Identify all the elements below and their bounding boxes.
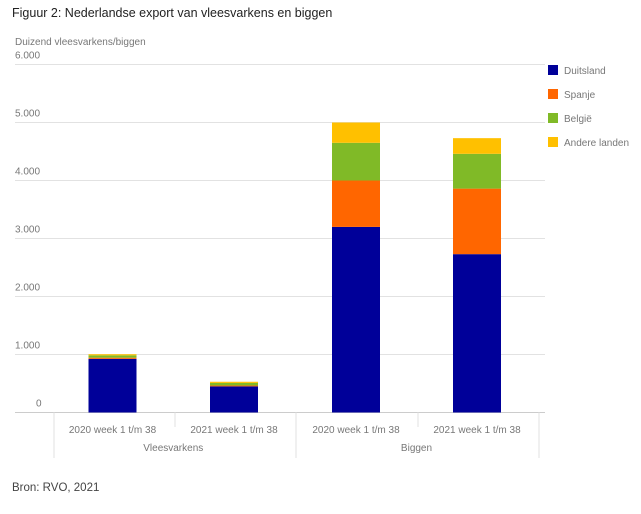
bar-segment-andere-landen xyxy=(88,354,137,356)
y-tick-label: 4.000 xyxy=(15,167,40,178)
bar-segment-belgië xyxy=(210,382,258,386)
bar-segment-belgië xyxy=(332,142,380,181)
y-tick-label: 2.000 xyxy=(15,283,40,294)
legend-label: Andere landen xyxy=(564,138,629,149)
x-group-label: Vleesvarkens xyxy=(143,443,203,454)
source-note: Bron: RVO, 2021 xyxy=(12,482,99,494)
bar-segment-andere-landen xyxy=(453,138,501,154)
bar-segment-duitsland xyxy=(88,358,137,413)
legend-swatch xyxy=(548,113,558,123)
bar-segment-belgië xyxy=(453,153,501,189)
bar-segment-spanje xyxy=(88,357,137,359)
legend-label: België xyxy=(564,114,592,125)
legend-label: Spanje xyxy=(564,90,596,101)
bar-segment-duitsland xyxy=(210,386,258,413)
bar-segment-andere-landen xyxy=(332,122,380,143)
y-axis-label: Duizend vleesvarkens/biggen xyxy=(15,37,146,48)
x-tick-label: 2020 week 1 t/m 38 xyxy=(312,425,400,436)
chart-title: Figuur 2: Nederlandse export van vleesva… xyxy=(12,6,332,20)
x-tick-label: 2021 week 1 t/m 38 xyxy=(433,425,521,436)
bar-segment-duitsland xyxy=(453,254,501,413)
y-tick-label: 3.000 xyxy=(15,225,40,236)
y-tick-label: 5.000 xyxy=(15,109,40,120)
legend-swatch xyxy=(548,137,558,147)
x-group-label: Biggen xyxy=(401,443,432,454)
x-tick-label: 2021 week 1 t/m 38 xyxy=(190,425,278,436)
legend-swatch xyxy=(548,65,558,75)
y-tick-label: 6.000 xyxy=(15,51,40,62)
x-tick-label: 2020 week 1 t/m 38 xyxy=(69,425,157,436)
legend-swatch xyxy=(548,89,558,99)
legend-label: Duitsland xyxy=(564,66,606,77)
bar-segment-andere-landen xyxy=(210,381,258,383)
bar-segment-belgië xyxy=(88,355,137,358)
bar-segment-spanje xyxy=(453,188,501,255)
y-tick-label: 1.000 xyxy=(15,341,40,352)
y-tick-label: 0 xyxy=(36,399,42,410)
bar-segment-spanje xyxy=(332,180,380,227)
bar-segment-spanje xyxy=(210,385,258,387)
bar-segment-duitsland xyxy=(332,226,380,413)
